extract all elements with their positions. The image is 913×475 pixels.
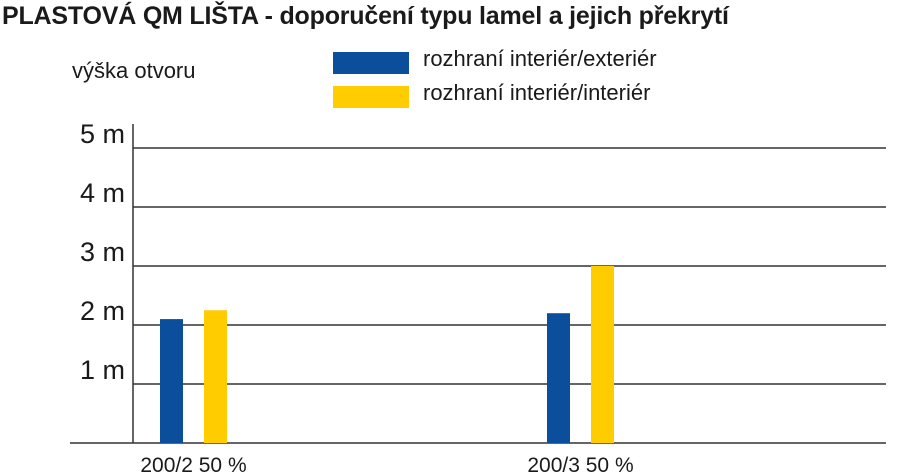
y-tick-label: 3 m (80, 237, 125, 267)
y-tick-label: 5 m (80, 119, 125, 149)
y-tick-label: 4 m (80, 178, 125, 208)
chart-title: PLASTOVÁ QM LIŠTA - doporučení typu lame… (2, 2, 729, 30)
bar-2-1 (204, 310, 227, 443)
bar-2-2 (591, 266, 614, 443)
legend-swatch-series2 (333, 86, 409, 108)
x-tick-label: 200/2 50 % (140, 454, 246, 475)
y-axis-label: výška otvoru (72, 58, 196, 83)
bar-1-2 (547, 313, 570, 443)
y-tick-label: 2 m (80, 296, 125, 326)
legend-swatch-series1 (333, 52, 409, 74)
legend-label-series1: rozhraní interiér/exteriér (423, 46, 657, 71)
legend-label-series2: rozhraní interiér/interiér (423, 80, 651, 105)
x-tick-label: 200/3 50 % (527, 454, 633, 475)
bar-1-1 (160, 319, 183, 443)
y-tick-label: 1 m (80, 355, 125, 385)
